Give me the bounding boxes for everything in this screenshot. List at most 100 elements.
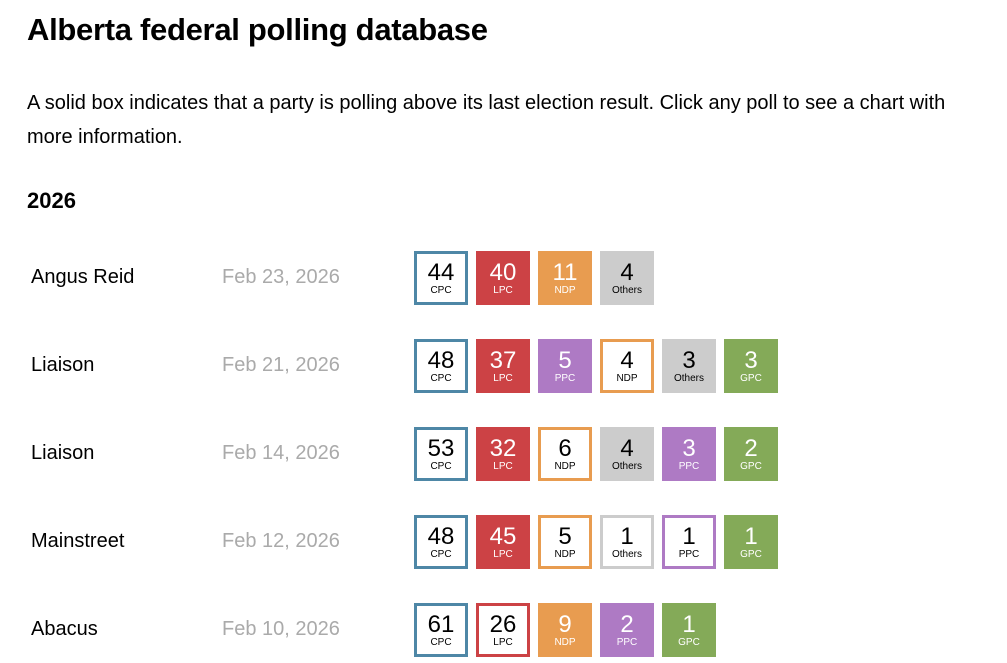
party-result-box[interactable]: 26 LPC: [476, 603, 530, 657]
party-label: NDP: [554, 636, 576, 648]
poll-date: Feb 23, 2026: [222, 266, 340, 288]
vote-share: 1: [744, 522, 758, 550]
party-label: GPC: [740, 460, 762, 472]
party-label: LPC: [493, 284, 513, 296]
page-title: Alberta federal polling database: [27, 12, 488, 47]
party-label: GPC: [740, 372, 762, 384]
party-result-box[interactable]: 37 LPC: [476, 339, 530, 393]
poll-row[interactable]: Mainstreet Feb 12, 2026 48 CPC 45 LPC 5 …: [0, 515, 1007, 569]
poll-date: Feb 10, 2026: [222, 618, 340, 640]
party-label: PPC: [678, 460, 700, 472]
party-result-box[interactable]: 2 PPC: [600, 603, 654, 657]
party-label: GPC: [740, 548, 762, 560]
result-boxes: 48 CPC 37 LPC 5 PPC 4 NDP 3 Others 3 GPC: [414, 339, 778, 393]
result-boxes: 48 CPC 45 LPC 5 NDP 1 Others 1 PPC 1 GPC: [414, 515, 778, 569]
vote-share: 9: [558, 610, 572, 638]
intro-text: A solid box indicates that a party is po…: [27, 92, 946, 148]
poll-row[interactable]: Liaison Feb 21, 2026 48 CPC 37 LPC 5 PPC…: [0, 339, 1007, 393]
party-result-box[interactable]: 45 LPC: [476, 515, 530, 569]
party-result-box[interactable]: 5 PPC: [538, 339, 592, 393]
year-heading: 2026: [27, 188, 76, 213]
vote-share: 3: [682, 346, 696, 374]
party-result-box[interactable]: 4 Others: [600, 427, 654, 481]
party-label: PPC: [554, 372, 576, 384]
vote-share: 40: [489, 258, 517, 286]
party-label: CPC: [430, 460, 452, 472]
party-result-box[interactable]: 61 CPC: [414, 603, 468, 657]
party-result-box[interactable]: 32 LPC: [476, 427, 530, 481]
party-result-box[interactable]: 4 NDP: [600, 339, 654, 393]
party-result-box[interactable]: 3 GPC: [724, 339, 778, 393]
party-label: CPC: [430, 636, 452, 648]
party-label: CPC: [430, 372, 452, 384]
party-label: PPC: [678, 548, 700, 560]
vote-share: 2: [620, 610, 634, 638]
pollster-name: Liaison: [31, 354, 95, 376]
party-result-box[interactable]: 3 Others: [662, 339, 716, 393]
party-result-box[interactable]: 6 NDP: [538, 427, 592, 481]
vote-share: 3: [682, 434, 696, 462]
vote-share: 5: [558, 346, 572, 374]
vote-share: 1: [682, 610, 696, 638]
poll-row[interactable]: Abacus Feb 10, 2026 61 CPC 26 LPC 9 NDP …: [0, 603, 1007, 657]
party-result-box[interactable]: 4 Others: [600, 251, 654, 305]
vote-share: 32: [489, 434, 517, 462]
party-result-box[interactable]: 11 NDP: [538, 251, 592, 305]
party-result-box[interactable]: 48 CPC: [414, 339, 468, 393]
result-boxes: 53 CPC 32 LPC 6 NDP 4 Others 3 PPC 2 GPC: [414, 427, 778, 481]
vote-share: 37: [489, 346, 517, 374]
party-result-box[interactable]: 53 CPC: [414, 427, 468, 481]
vote-share: 4: [620, 346, 634, 374]
vote-share: 61: [427, 610, 455, 638]
result-boxes: 44 CPC 40 LPC 11 NDP 4 Others: [414, 251, 654, 305]
party-label: Others: [611, 548, 642, 560]
poll-date: Feb 12, 2026: [222, 530, 340, 552]
party-result-box[interactable]: 40 LPC: [476, 251, 530, 305]
pollster-name: Abacus: [31, 618, 98, 640]
vote-share: 3: [744, 346, 758, 374]
vote-share: 48: [427, 346, 455, 374]
party-result-box[interactable]: 5 NDP: [538, 515, 592, 569]
party-label: LPC: [493, 548, 513, 560]
party-label: NDP: [554, 284, 576, 296]
vote-share: 11: [552, 258, 578, 286]
party-result-box[interactable]: 44 CPC: [414, 251, 468, 305]
party-label: PPC: [616, 636, 638, 648]
party-result-box[interactable]: 48 CPC: [414, 515, 468, 569]
pollster-name: Mainstreet: [31, 530, 125, 552]
vote-share: 4: [620, 434, 634, 462]
party-label: CPC: [430, 284, 452, 296]
party-result-box[interactable]: 1 GPC: [724, 515, 778, 569]
party-label: GPC: [678, 636, 700, 648]
poll-row[interactable]: Angus Reid Feb 23, 2026 44 CPC 40 LPC 11…: [0, 251, 1007, 305]
party-label: NDP: [616, 372, 638, 384]
pollster-name: Angus Reid: [31, 266, 135, 288]
poll-date: Feb 21, 2026: [222, 354, 340, 376]
pollster-name: Liaison: [31, 442, 95, 464]
poll-row[interactable]: Liaison Feb 14, 2026 53 CPC 32 LPC 6 NDP…: [0, 427, 1007, 481]
party-label: Others: [673, 372, 704, 384]
poll-date: Feb 14, 2026: [222, 442, 340, 464]
result-boxes: 61 CPC 26 LPC 9 NDP 2 PPC 1 GPC: [414, 603, 716, 657]
vote-share: 2: [744, 434, 758, 462]
party-result-box[interactable]: 9 NDP: [538, 603, 592, 657]
vote-share: 48: [427, 522, 455, 550]
party-label: NDP: [554, 548, 576, 560]
vote-share: 44: [427, 258, 455, 286]
party-result-box[interactable]: 1 PPC: [662, 515, 716, 569]
vote-share: 45: [489, 522, 517, 550]
party-label: LPC: [493, 636, 513, 648]
party-result-box[interactable]: 1 Others: [600, 515, 654, 569]
party-result-box[interactable]: 2 GPC: [724, 427, 778, 481]
party-result-box[interactable]: 1 GPC: [662, 603, 716, 657]
party-label: LPC: [493, 372, 513, 384]
vote-share: 26: [489, 610, 517, 638]
party-label: Others: [611, 460, 642, 472]
vote-share: 53: [427, 434, 455, 462]
vote-share: 5: [558, 522, 572, 550]
party-label: NDP: [554, 460, 576, 472]
party-result-box[interactable]: 3 PPC: [662, 427, 716, 481]
party-label: CPC: [430, 548, 452, 560]
party-label: Others: [611, 284, 642, 296]
vote-share: 1: [682, 522, 696, 550]
